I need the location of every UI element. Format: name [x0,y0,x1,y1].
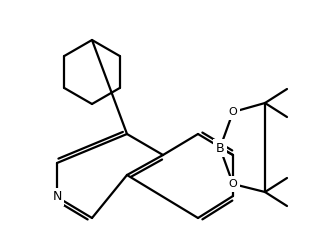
Text: B: B [216,142,224,154]
Text: N: N [52,190,62,204]
Text: O: O [229,179,237,189]
Text: O: O [229,107,237,117]
